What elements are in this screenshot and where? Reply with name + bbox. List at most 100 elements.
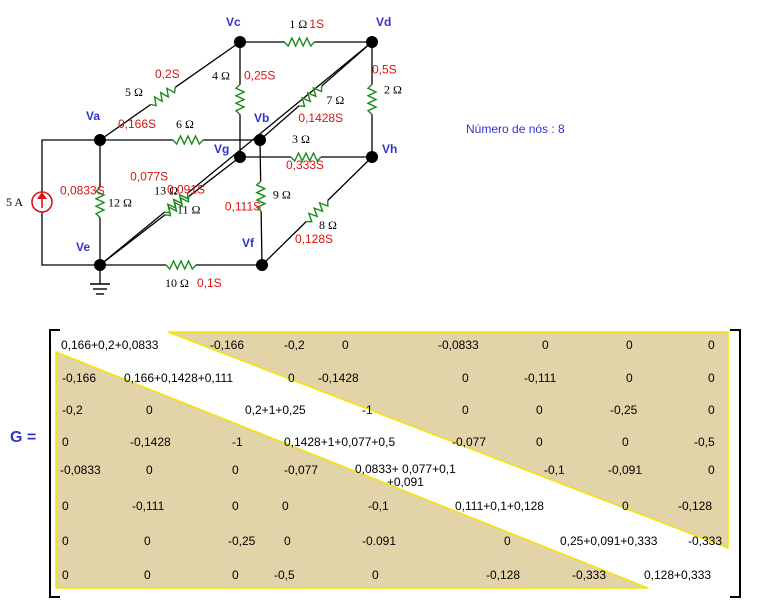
node-ve: [94, 259, 106, 271]
matrix-cell-r6-c6: 0,111+0,1+0,128: [455, 499, 544, 513]
r2-resistance-label: 2 Ω: [384, 83, 402, 97]
node-label-va: Va: [86, 109, 100, 123]
r6-resistance-label: 6 Ω: [176, 117, 194, 131]
r12-symbol: [94, 186, 106, 219]
r9-resistance-label: 9 Ω: [273, 187, 291, 201]
r10-symbol: [165, 259, 197, 271]
matrix-cell-r3-c7: -0,25: [610, 403, 638, 417]
r7-lead-a: [259, 105, 300, 141]
matrix-cell-r4-c7: 0: [622, 435, 629, 449]
matrix-cell-r7-c5: -0.091: [362, 534, 397, 548]
r3-conductance-label: 0,333S: [286, 158, 324, 172]
r1-symbol: [283, 36, 315, 48]
matrix-cell-r3-c2: 0: [146, 403, 153, 417]
matrix-cell-r1-c5: -0,0833: [438, 338, 479, 352]
r12-conductance-label: 0,0833S: [60, 184, 105, 198]
matrix-cell-r6-c7: 0: [622, 499, 629, 513]
matrix-cell-r4-c8: -0,5: [694, 435, 715, 449]
r9-conductance-label: 0,111S: [225, 199, 261, 213]
matrix-cell-r8-c1: 0: [62, 568, 69, 582]
r7-conductance-label: 0,1428S: [298, 111, 343, 125]
matrix-cell-r5-c2: 0: [146, 463, 153, 477]
matrix-cell-r2-c2: 0,166+0,1428+0,111: [124, 371, 233, 385]
matrix-cell-r7-c4: 0: [284, 534, 291, 548]
node-label-ve: Ve: [76, 240, 90, 254]
r1-conductance-label: 1S: [309, 17, 324, 31]
r9-lead-b: [260, 211, 263, 266]
r12-resistance-label: 12 Ω: [108, 196, 132, 210]
r8-symbol: [306, 200, 329, 223]
labels: 1 Ω 1S 2 Ω 0,5S 3 Ω 0,333S 4 Ω 0,25S 5 Ω 0,2S 6 Ω 0…: [6, 15, 402, 290]
matrix-cell-r6-c8: -0,128: [678, 499, 713, 513]
r8-conductance-label: 0,128S: [295, 232, 333, 246]
matrix-cell-r6-c2: -0,111: [132, 499, 165, 513]
matrix-cell-r8-c8: 0,128+0,333: [644, 568, 712, 582]
matrix-left-bracket: [49, 329, 60, 598]
matrix-cell-r1-c1: 0,166+0,2+0,0833: [61, 338, 159, 352]
matrix-cell-r2-c6: -0,111: [524, 371, 557, 385]
node-vd: [366, 36, 378, 48]
lower-region-border: [55, 350, 649, 589]
matrix-cell-r6-c3: 0: [232, 499, 239, 513]
r4-symbol: [234, 83, 246, 116]
matrix-cell-r2-c5: 0: [462, 371, 469, 385]
node-vg: [234, 151, 246, 163]
current-source-arrow-head: [37, 192, 47, 199]
matrix-cell-r1-c8: 0: [708, 338, 715, 352]
r7-resistance-label: 7 Ω: [326, 93, 344, 107]
matrix-cell-r5-c6: -0,1: [544, 463, 565, 477]
matrix-cell-r3-c8: 0: [708, 403, 715, 417]
matrix-cell-r4-c6: 0: [536, 435, 543, 449]
r9-lead-a: [259, 139, 262, 182]
matrix-cell-r7-c6: 0: [504, 534, 511, 548]
matrix-cell-r8-c6: -0,128: [486, 568, 521, 582]
r5-lead-a: [99, 103, 152, 141]
r13-conductance-label: 0,077S: [130, 170, 168, 184]
matrix-right-bracket: [730, 329, 741, 598]
r1-resistance-label: 1 Ω: [289, 17, 307, 31]
node-label-vc: Vc: [226, 15, 241, 29]
node-count-text: Número de nós : 8: [466, 122, 565, 136]
r7-symbol: [299, 85, 323, 108]
r4-resistance-label: 4 Ω: [212, 69, 230, 83]
r13-symbol: [164, 193, 189, 214]
r13-resistance-label: 13 Ω: [154, 184, 178, 198]
matrix-cell-r3-c6: 0: [536, 403, 543, 417]
source-value-label: 5 A: [6, 195, 23, 209]
matrix-cell-r6-c5: -0,1: [368, 499, 389, 513]
r13-lead-b: [187, 41, 373, 194]
r10-resistance-label: 10 Ω: [165, 276, 189, 290]
matrix-cell-r7-c7: 0,25+0,091+0,333: [560, 534, 658, 548]
upper-region-border: [167, 331, 729, 550]
r13-lead-a: [99, 211, 165, 266]
r5-conductance-label: 0,2S: [155, 67, 180, 81]
matrix-cell-r6-c1: 0: [62, 499, 69, 513]
matrix-cell-r2-c3: 0: [288, 371, 295, 385]
r8-resistance-label: 8 Ω: [319, 218, 337, 232]
node-label-vg: Vg: [214, 142, 229, 156]
matrix-cell-r4-c3: -1: [232, 435, 243, 449]
matrix-cell-r4-c1: 0: [62, 435, 69, 449]
node-vh: [366, 151, 378, 163]
matrix-cell-r1-c6: 0: [542, 338, 549, 352]
matrix-cell-r7-c3: -0,25: [228, 534, 256, 548]
r9-symbol: [255, 180, 267, 212]
r6-conductance-label: 0,166S: [118, 117, 156, 131]
matrix-cell-r5-c1: -0,0833: [60, 463, 101, 477]
r3-symbol: [290, 151, 322, 163]
resistors: [94, 36, 378, 271]
r3-resistance-label: 3 Ω: [292, 132, 310, 146]
matrix-cell-r7-c1: 0: [62, 534, 69, 548]
matrix-cell-r8-c2: 0: [144, 568, 151, 582]
matrix-cell-r8-c5: 0: [372, 568, 379, 582]
r5-lead-b: [174, 41, 241, 88]
r2-symbol: [366, 83, 378, 116]
matrix-cell-r7-c2: 0: [144, 534, 151, 548]
matrix-cell-r8-c3: 0: [232, 568, 239, 582]
r5-symbol: [150, 86, 176, 107]
r6-symbol: [172, 134, 204, 146]
node-vc: [234, 36, 246, 48]
wires: [41, 41, 373, 284]
matrix-cell-r2-c7: 0: [626, 371, 633, 385]
